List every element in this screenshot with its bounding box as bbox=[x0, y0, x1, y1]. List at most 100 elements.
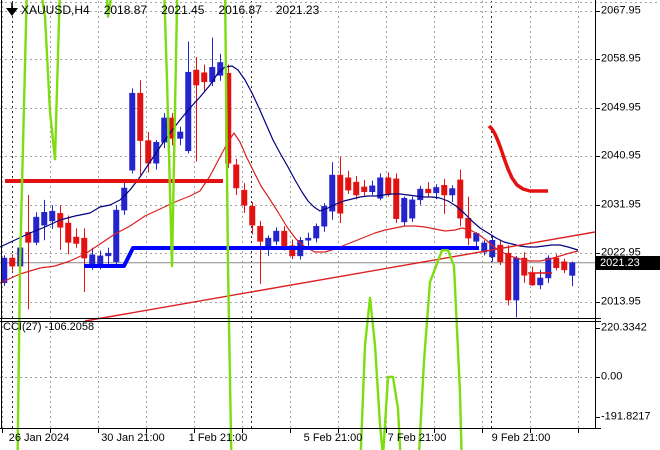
candle-body-bear bbox=[73, 236, 80, 244]
candle-body-bull bbox=[417, 188, 424, 201]
candle-body-bear bbox=[441, 185, 448, 196]
candle-body-bear bbox=[553, 257, 560, 268]
candle-body-bull bbox=[377, 177, 384, 199]
candle-body-bull bbox=[481, 242, 488, 253]
candle-body-bear bbox=[465, 217, 472, 239]
candle-body-bull bbox=[409, 199, 416, 219]
time-axis-label: 30 Jan 21:00 bbox=[101, 432, 165, 444]
price-axis-label: 2013.95 bbox=[601, 295, 641, 308]
candle-body-bear bbox=[81, 237, 88, 259]
candle-body-bear bbox=[257, 225, 264, 242]
candle-body-bear bbox=[289, 245, 296, 257]
candle-body-bull bbox=[401, 197, 408, 223]
candle-body-bull bbox=[329, 174, 336, 212]
candle-body-bull bbox=[321, 206, 328, 227]
candle-body-bear bbox=[25, 231, 32, 243]
candle-body-bear bbox=[457, 179, 464, 219]
price-axis-label: 2067.95 bbox=[601, 4, 641, 17]
candle-body-bull bbox=[41, 211, 48, 226]
candle-body-bull bbox=[97, 255, 104, 265]
time-axis-label: 7 Feb 21:00 bbox=[387, 432, 447, 444]
candle-body-bear bbox=[521, 257, 528, 276]
price-axis[interactable]: 2067.95 2058.95 2049.95 2040.95 2031.95 2022.… bbox=[596, 0, 660, 450]
candle-body-bull bbox=[513, 257, 520, 301]
candle-body-bull bbox=[49, 210, 56, 222]
candle-body-bull bbox=[537, 277, 544, 286]
candle-body-bull bbox=[369, 185, 376, 193]
candle-body-bear bbox=[65, 222, 72, 243]
ohlc-close: 2021.23 bbox=[275, 3, 320, 17]
cci-scale-label: 220.3342 bbox=[601, 321, 647, 334]
price-axis-label: 2058.95 bbox=[601, 52, 641, 65]
candle-body-bear bbox=[393, 178, 400, 219]
ohlc-open: 2018.87 bbox=[103, 3, 148, 17]
candle-body-bear bbox=[137, 92, 144, 141]
candle-body-bull bbox=[121, 187, 128, 211]
candle-body-bull bbox=[89, 254, 96, 266]
candle-body-bull bbox=[433, 187, 440, 194]
candle-body-bear bbox=[505, 252, 512, 301]
cci-pane-layer bbox=[0, 0, 595, 450]
price-pane-layer bbox=[0, 37, 596, 322]
cci-indicator-line bbox=[16, 0, 463, 450]
time-axis-label: 1 Feb 21:00 bbox=[188, 432, 248, 444]
symbol-period-label: XAUUSD,H4 bbox=[21, 3, 90, 17]
candle-body-bull bbox=[305, 237, 312, 241]
price-axis-label: 2031.95 bbox=[601, 198, 641, 211]
time-axis-label: 26 Jan 2024 bbox=[8, 432, 70, 444]
candle-body-bull bbox=[313, 225, 320, 239]
candle-body-bear bbox=[9, 257, 16, 267]
candle-body-bear bbox=[145, 140, 152, 164]
candle-body-bull bbox=[105, 252, 112, 257]
candle-body-bear bbox=[337, 174, 344, 214]
candle-body-bear bbox=[201, 72, 208, 83]
candle-body-bear bbox=[529, 272, 536, 286]
candle-body-bull bbox=[161, 117, 168, 143]
candles-layer bbox=[1, 37, 576, 318]
ma-slow-line bbox=[0, 132, 579, 284]
chart-header: XAUUSD,H4 2018.87 2021.45 2016.87 2021.23 bbox=[21, 3, 333, 17]
candle-body-bull bbox=[449, 188, 456, 196]
candle-body-bull bbox=[569, 262, 576, 276]
candle-body-bear bbox=[249, 206, 256, 226]
ohlc-low: 2016.87 bbox=[218, 3, 262, 17]
candle-body-bear bbox=[385, 177, 392, 195]
candle-body-bull bbox=[113, 209, 120, 263]
trendline-line bbox=[84, 231, 596, 322]
candle-body-bull bbox=[177, 131, 184, 139]
cursor-arrow-icon bbox=[4, 2, 20, 25]
time-axis[interactable]: 26 Jan 2024 30 Jan 21:00 1 Feb 21:00 5 Feb … bbox=[0, 429, 660, 450]
indicator-name-label: CCI(27) -106.2058 bbox=[3, 321, 95, 333]
candle-body-bear bbox=[425, 188, 432, 194]
candle-body-bear bbox=[193, 69, 200, 86]
price-axis-label: 2040.95 bbox=[601, 149, 641, 162]
candle-body-bear bbox=[561, 261, 568, 271]
thick-red-curve-line bbox=[487, 124, 548, 193]
cci-scale-label: -191.8217 bbox=[601, 410, 651, 423]
candle-body-bear bbox=[353, 181, 360, 196]
candle-body-bull bbox=[489, 240, 496, 258]
candle-body-bear bbox=[233, 164, 240, 189]
candle-body-bull bbox=[545, 257, 552, 279]
time-axis-label: 5 Feb 21:00 bbox=[303, 432, 363, 444]
candle-body-bull bbox=[1, 257, 8, 284]
support-thick-line bbox=[84, 246, 479, 268]
candle-body-bear bbox=[281, 230, 288, 246]
candle-body-bear bbox=[241, 189, 248, 206]
candle-body-bull bbox=[273, 230, 280, 242]
candle-body-bear bbox=[361, 186, 368, 193]
price-axis-label: 2049.95 bbox=[601, 101, 641, 114]
candle-body-bear bbox=[497, 244, 504, 263]
ma-fast-line bbox=[0, 65, 579, 251]
candle-body-bull bbox=[129, 92, 136, 171]
time-axis-label: 9 Feb 21:00 bbox=[491, 432, 551, 444]
current-price-tag: 2021.23 bbox=[596, 255, 660, 270]
cci-scale-label: 0.00 bbox=[601, 370, 623, 383]
candle-body-bear bbox=[345, 177, 352, 191]
frame-layer bbox=[0, 0, 601, 433]
candle-body-bull bbox=[185, 71, 192, 152]
ohlc-high: 2021.45 bbox=[161, 3, 205, 17]
grid-layer bbox=[0, 1, 660, 429]
